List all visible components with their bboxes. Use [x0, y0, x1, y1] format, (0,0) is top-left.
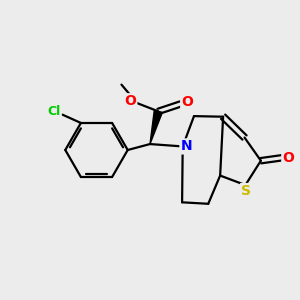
Text: O: O	[124, 94, 136, 108]
Text: O: O	[282, 151, 294, 165]
Text: N: N	[180, 140, 192, 153]
Polygon shape	[150, 110, 162, 144]
Text: S: S	[241, 184, 251, 198]
Text: Cl: Cl	[47, 105, 61, 118]
Text: O: O	[181, 95, 193, 110]
